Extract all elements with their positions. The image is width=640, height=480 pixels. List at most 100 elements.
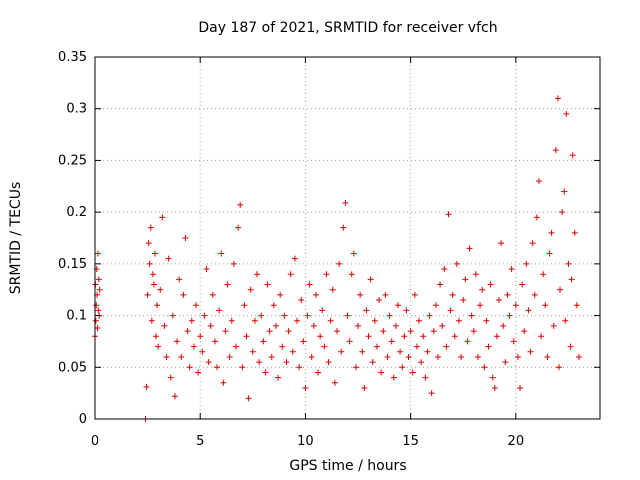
data-point bbox=[279, 343, 286, 350]
data-point bbox=[277, 291, 284, 298]
data-point bbox=[222, 328, 229, 335]
data-point bbox=[235, 224, 242, 231]
data-point bbox=[340, 224, 347, 231]
data-point bbox=[571, 229, 578, 236]
data-point bbox=[399, 364, 406, 371]
x-tick-label: 20 bbox=[508, 434, 525, 449]
y-tick-labels: 0 0.05 0.1 0.15 0.2 0.25 0.3 0.35 bbox=[58, 50, 87, 427]
data-point bbox=[302, 384, 309, 391]
data-point bbox=[256, 359, 263, 366]
data-point bbox=[563, 110, 570, 117]
data-point bbox=[249, 348, 256, 355]
data-point bbox=[319, 307, 326, 314]
data-point bbox=[148, 317, 155, 324]
data-point bbox=[434, 353, 441, 360]
data-point bbox=[209, 291, 216, 298]
data-point bbox=[559, 209, 566, 216]
data-point bbox=[500, 322, 507, 329]
data-point bbox=[306, 281, 313, 288]
data-point bbox=[214, 364, 221, 371]
data-point bbox=[512, 302, 519, 309]
data-point bbox=[329, 286, 336, 293]
data-point bbox=[147, 224, 154, 231]
data-point bbox=[144, 291, 151, 298]
data-point bbox=[296, 364, 303, 371]
data-point bbox=[373, 343, 380, 350]
data-point bbox=[344, 312, 351, 319]
data-point bbox=[167, 374, 174, 381]
data-point bbox=[447, 307, 454, 314]
data-point bbox=[525, 307, 532, 314]
data-point bbox=[540, 271, 547, 278]
data-point bbox=[365, 333, 372, 340]
data-point bbox=[439, 322, 446, 329]
data-point bbox=[441, 266, 448, 273]
data-point bbox=[163, 353, 170, 360]
data-point bbox=[477, 302, 484, 309]
data-point bbox=[315, 369, 322, 376]
data-point bbox=[350, 250, 357, 257]
data-point bbox=[287, 271, 294, 278]
data-point bbox=[304, 312, 311, 319]
data-point bbox=[338, 348, 345, 355]
data-point bbox=[331, 379, 338, 386]
data-point bbox=[94, 324, 101, 331]
data-point bbox=[376, 297, 383, 304]
data-point bbox=[562, 317, 569, 324]
data-point bbox=[493, 333, 500, 340]
data-point bbox=[424, 348, 431, 355]
data-point bbox=[485, 343, 492, 350]
data-point bbox=[95, 276, 102, 283]
data-point bbox=[544, 353, 551, 360]
data-point bbox=[380, 328, 387, 335]
data-point bbox=[260, 338, 267, 345]
data-point bbox=[384, 353, 391, 360]
data-point bbox=[230, 260, 237, 267]
data-point bbox=[268, 353, 275, 360]
data-point bbox=[205, 359, 212, 366]
data-point bbox=[363, 307, 370, 314]
data-point bbox=[323, 271, 330, 278]
data-point bbox=[237, 201, 244, 208]
data-point bbox=[155, 343, 162, 350]
data-point bbox=[145, 240, 152, 247]
data-point bbox=[285, 328, 292, 335]
y-tick-label: 0.05 bbox=[58, 360, 87, 375]
data-point bbox=[228, 317, 235, 324]
x-tick-label: 10 bbox=[297, 434, 314, 449]
data-point bbox=[405, 353, 412, 360]
data-point bbox=[369, 359, 376, 366]
data-point bbox=[146, 260, 153, 267]
data-point bbox=[199, 348, 206, 355]
data-point bbox=[449, 291, 456, 298]
data-point bbox=[153, 333, 160, 340]
data-point bbox=[409, 369, 416, 376]
data-point bbox=[348, 271, 355, 278]
data-point bbox=[468, 312, 475, 319]
data-point bbox=[251, 317, 258, 324]
data-point bbox=[443, 343, 450, 350]
data-point bbox=[333, 328, 340, 335]
data-point bbox=[224, 281, 231, 288]
y-tick-label: 0.2 bbox=[66, 205, 87, 220]
data-point bbox=[420, 333, 427, 340]
data-point bbox=[201, 312, 208, 319]
data-point bbox=[550, 322, 557, 329]
data-point bbox=[456, 317, 463, 324]
data-point bbox=[264, 281, 271, 288]
data-point bbox=[506, 312, 513, 319]
data-point bbox=[289, 348, 296, 355]
data-point bbox=[437, 281, 444, 288]
y-tick-label: 0.15 bbox=[58, 257, 87, 272]
data-point bbox=[407, 328, 414, 335]
data-point bbox=[254, 271, 261, 278]
data-point bbox=[266, 328, 273, 335]
data-point bbox=[498, 240, 505, 247]
data-point bbox=[291, 255, 298, 262]
data-point bbox=[464, 338, 471, 345]
data-point bbox=[272, 322, 279, 329]
data-point bbox=[403, 307, 410, 314]
data-point bbox=[496, 297, 502, 304]
data-point bbox=[552, 147, 559, 154]
data-point bbox=[453, 260, 460, 267]
